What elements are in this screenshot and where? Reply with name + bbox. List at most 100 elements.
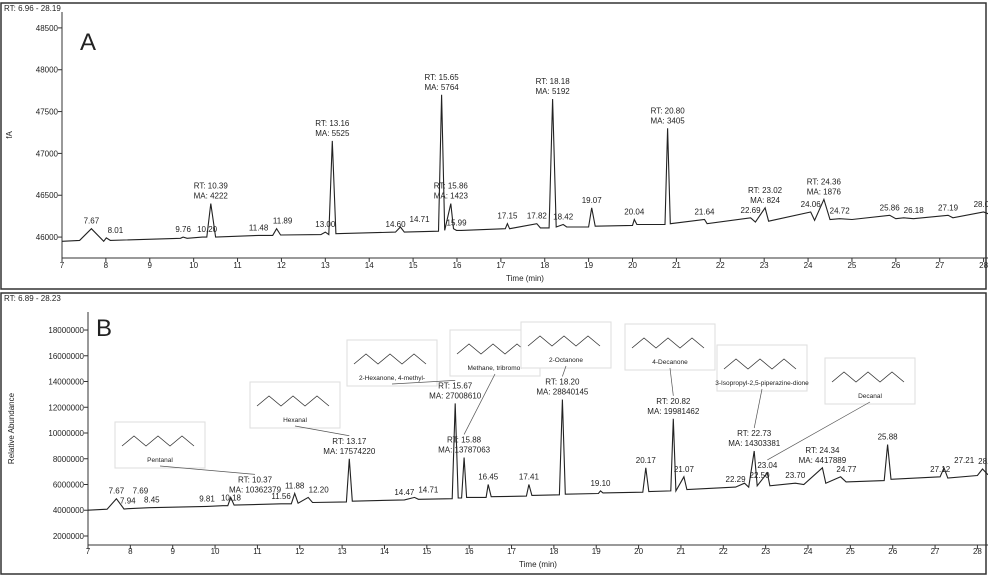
peak-label: 11.88 (285, 482, 305, 491)
peak-label: MA: 5192 (536, 87, 571, 96)
peak-label: 21.64 (694, 208, 715, 217)
compound-box (249, 381, 341, 429)
x-axis-label: Time (min) (519, 560, 557, 569)
x-tick-label: 20 (628, 261, 637, 270)
y-tick-label: 6000000 (53, 480, 85, 489)
range-label: RT: 6.96 - 28.19 (4, 4, 61, 13)
peak-label: 11.89 (273, 217, 293, 226)
panel-title: B (96, 315, 112, 342)
peak-label: 22.69 (741, 206, 762, 215)
chromatogram-trace (62, 94, 988, 243)
peak-label: 22.50 (750, 471, 771, 480)
peak-label: 10.20 (197, 225, 218, 234)
x-tick-label: 23 (761, 547, 770, 556)
peak-label: RT: 15.67 (438, 381, 473, 390)
x-tick-label: 10 (211, 547, 220, 556)
x-tick-label: 25 (846, 547, 855, 556)
y-tick-label: 14000000 (48, 378, 84, 387)
y-tick-label: 10000000 (48, 429, 84, 438)
peak-label: RT: 18.20 (545, 378, 580, 387)
peak-label: MA: 1423 (434, 192, 469, 201)
compound-leader (463, 373, 496, 435)
peak-label: MA: 19981462 (647, 407, 700, 416)
y-tick-label: 4000000 (53, 506, 85, 515)
peak-label: MA: 4222 (194, 192, 229, 201)
y-tick-label: 2000000 (53, 532, 85, 541)
compound-structure (631, 337, 705, 349)
x-tick-label: 17 (496, 261, 505, 270)
x-tick-label: 9 (148, 261, 153, 270)
peak-label: RT: 13.17 (332, 437, 367, 446)
x-tick-label: 11 (233, 261, 242, 270)
panel-frame (0, 292, 987, 575)
peak-label: MA: 4417889 (799, 456, 847, 465)
compound-structure (256, 395, 330, 407)
y-tick-label: 18000000 (48, 326, 84, 335)
compound-name: 2-Octanone (549, 357, 583, 364)
peak-label: 14.47 (394, 488, 415, 497)
x-tick-label: 21 (676, 547, 685, 556)
y-tick-label: 46500 (36, 191, 59, 200)
x-tick-label: 27 (935, 261, 944, 270)
peak-label: 27.19 (938, 203, 959, 212)
x-tick-label: 27 (931, 547, 940, 556)
y-tick-label: 47500 (36, 108, 59, 117)
x-tick-label: 19 (592, 547, 601, 556)
peak-label: 18.42 (553, 213, 574, 222)
compound-structure (456, 343, 530, 355)
x-tick-label: 16 (465, 547, 474, 556)
peak-label: 7.67 (84, 217, 100, 226)
x-tick-label: 9 (170, 547, 175, 556)
x-tick-label: 11 (253, 547, 262, 556)
y-axis-label: Relative Abundance (7, 392, 16, 464)
peak-label: 23.04 (757, 461, 778, 470)
x-tick-label: 8 (104, 261, 109, 270)
peak-label: 15.99 (447, 218, 468, 227)
x-tick-label: 26 (891, 261, 900, 270)
peak-label: MA: 824 (750, 196, 780, 205)
compound-name: Pentanal (147, 457, 173, 464)
peak-label: 19.07 (582, 196, 603, 205)
compound-name: Decanal (858, 393, 882, 400)
peak-label: 26.18 (904, 206, 925, 215)
peak-label: 14.71 (410, 215, 431, 224)
peak-label: 7.94 (120, 497, 136, 506)
peak-label: 17.41 (519, 472, 540, 481)
peak-label: 24.77 (836, 465, 857, 474)
x-tick-label: 15 (422, 547, 431, 556)
x-tick-label: 14 (380, 547, 389, 556)
chromatogram-trace (88, 399, 988, 511)
x-tick-label: 14 (365, 261, 374, 270)
peak-label: 17.15 (497, 212, 518, 221)
peak-label: 27.21 (954, 456, 975, 465)
x-tick-label: 7 (60, 261, 65, 270)
peak-label: 20.17 (636, 456, 657, 465)
peak-label: 13.00 (315, 220, 336, 229)
peak-label: RT: 13.16 (315, 119, 350, 128)
peak-label: MA: 5525 (315, 129, 350, 138)
x-tick-label: 7 (86, 547, 91, 556)
peak-label: 8.45 (144, 496, 160, 505)
compound-box (114, 421, 206, 469)
x-tick-label: 21 (672, 261, 681, 270)
compound-name: 2-Hexanone, 4-methyl- (359, 375, 425, 382)
x-tick-label: 12 (295, 547, 304, 556)
x-tick-label: 28 (979, 261, 988, 270)
peak-label: 16.45 (478, 472, 499, 481)
x-tick-label: 16 (453, 261, 462, 270)
peak-label: MA: 10362379 (229, 485, 282, 494)
compound-box (346, 339, 438, 387)
peak-label: 14.71 (418, 485, 439, 494)
compound-name: 4-Decanone (652, 359, 688, 366)
x-tick-label: 13 (338, 547, 347, 556)
compound-leader (294, 425, 350, 437)
peak-label: MA: 28840145 (536, 388, 589, 397)
peak-label: RT: 22.73 (737, 429, 772, 438)
peak-label: 17.82 (527, 212, 548, 221)
peak-label: MA: 5764 (424, 83, 459, 92)
compound-structure (121, 435, 195, 447)
peak-label: 14.60 (386, 220, 407, 229)
y-tick-label: 8000000 (53, 455, 85, 464)
peak-label: MA: 27008610 (429, 391, 482, 400)
peak-label: MA: 1876 (807, 187, 842, 196)
